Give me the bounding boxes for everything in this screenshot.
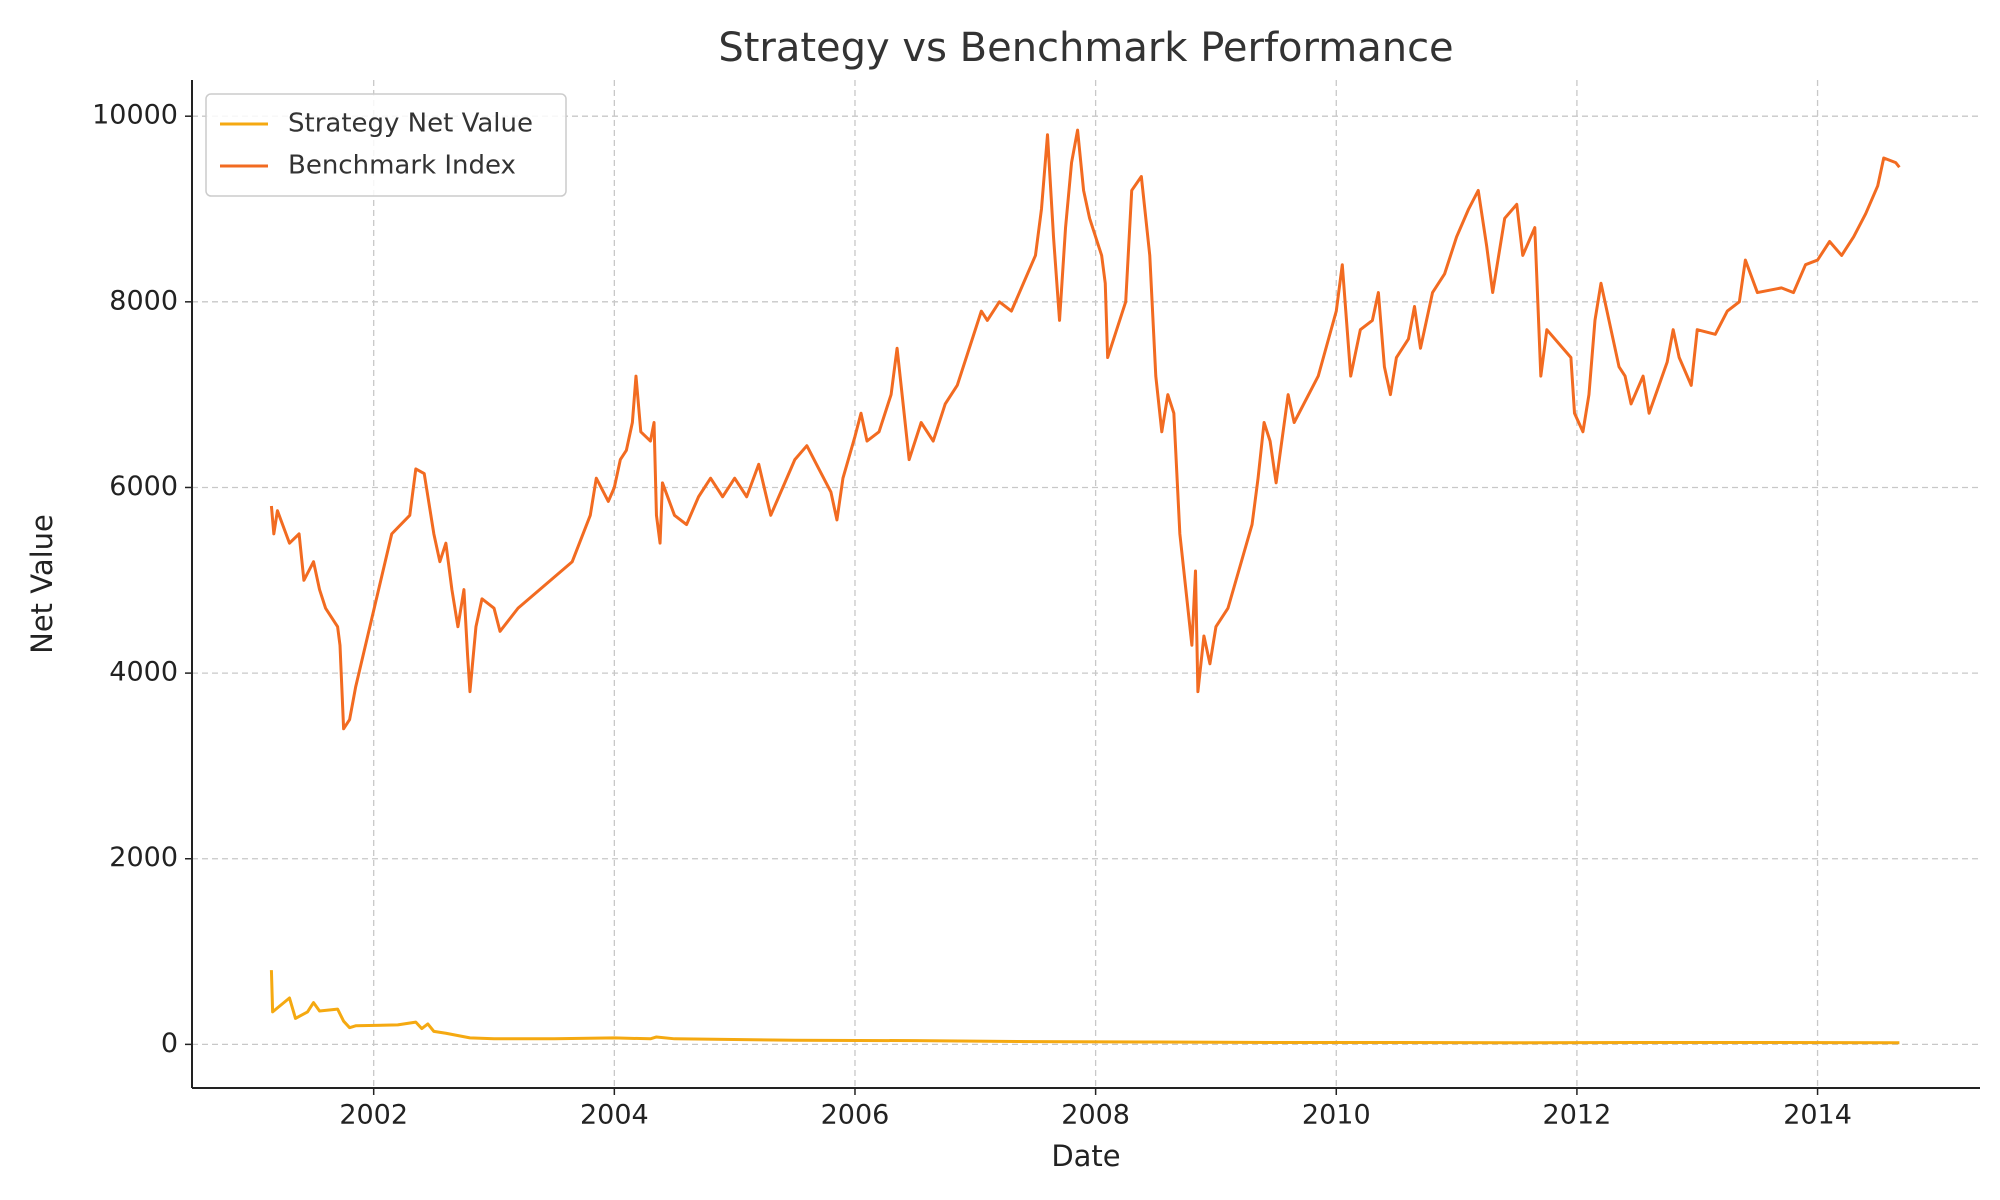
y-tick-label: 8000 <box>109 285 178 316</box>
x-tick-label: 2010 <box>1302 1100 1371 1131</box>
y-tick-label: 6000 <box>109 471 178 502</box>
legend-label: Strategy Net Value <box>288 109 533 139</box>
series-line <box>269 128 1901 731</box>
series-line <box>269 970 1900 1045</box>
x-tick-label: 2004 <box>580 1100 649 1131</box>
legend: Strategy Net Value Benchmark Index <box>205 93 567 197</box>
y-axis-label: Net Value <box>25 514 59 654</box>
x-axis-label: Date <box>1051 1139 1120 1173</box>
chart-title: Strategy vs Benchmark Performance <box>718 25 1453 71</box>
x-tick-label: 2002 <box>339 1100 408 1131</box>
x-tick-label: 2006 <box>821 1100 890 1131</box>
x-tick-label: 2008 <box>1061 1100 1130 1131</box>
x-tick-label: 2012 <box>1543 1100 1612 1131</box>
x-tick-label: 2014 <box>1783 1100 1852 1131</box>
y-tick-label: 4000 <box>109 657 178 688</box>
legend-label: Benchmark Index <box>288 151 516 181</box>
y-tick-label: 0 <box>161 1028 178 1059</box>
y-tick-label: 2000 <box>109 842 178 873</box>
y-tick-label: 10000 <box>92 100 178 131</box>
legend-box <box>205 93 567 197</box>
